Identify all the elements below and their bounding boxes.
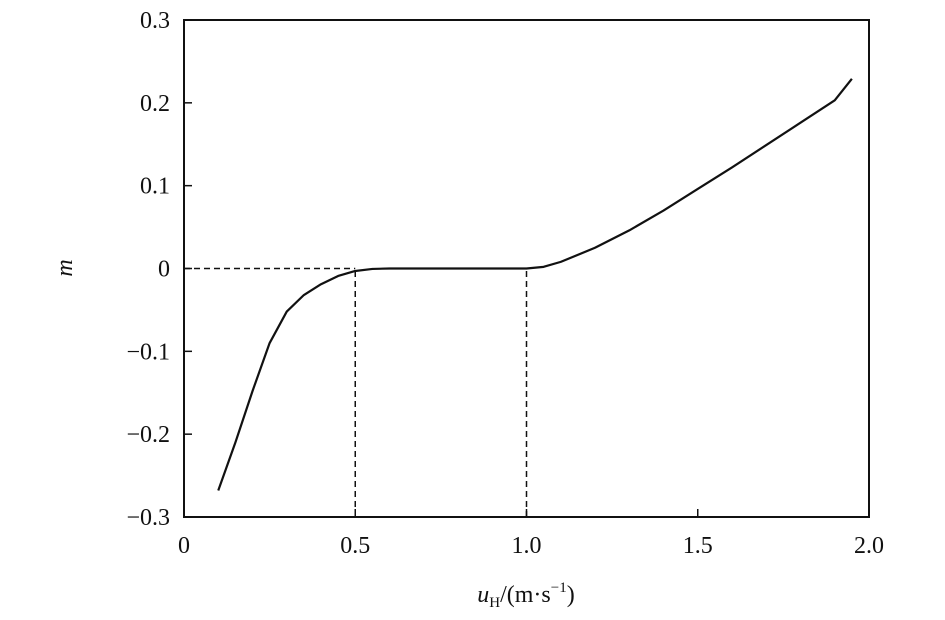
x-label-var: u xyxy=(477,582,489,608)
x-label-close: ) xyxy=(567,582,575,608)
x-tick-label: 0.5 xyxy=(340,533,370,559)
y-tick-label: 0.3 xyxy=(140,8,170,34)
y-tick-label: 0.2 xyxy=(140,91,170,117)
y-axis-label: m xyxy=(52,259,78,276)
y-tick-label: −0.1 xyxy=(126,339,170,365)
y-tick-label: −0.3 xyxy=(126,505,170,531)
x-tick-label: 1.5 xyxy=(683,533,713,559)
x-label-unit: /(m·s xyxy=(500,582,551,608)
y-tick-label: 0 xyxy=(158,257,170,283)
y-tick-label: −0.2 xyxy=(126,422,170,448)
x-label-sup: −1 xyxy=(551,580,567,596)
y-tick-label: 0.1 xyxy=(140,174,170,200)
x-label-sub: H xyxy=(489,595,500,611)
x-tick-label: 1.0 xyxy=(512,533,542,559)
data-line xyxy=(217,78,853,491)
x-tick-label: 2.0 xyxy=(854,533,884,559)
x-tick-label: 0 xyxy=(178,533,190,559)
x-axis-label: uH/(m·s−1) xyxy=(477,580,574,611)
